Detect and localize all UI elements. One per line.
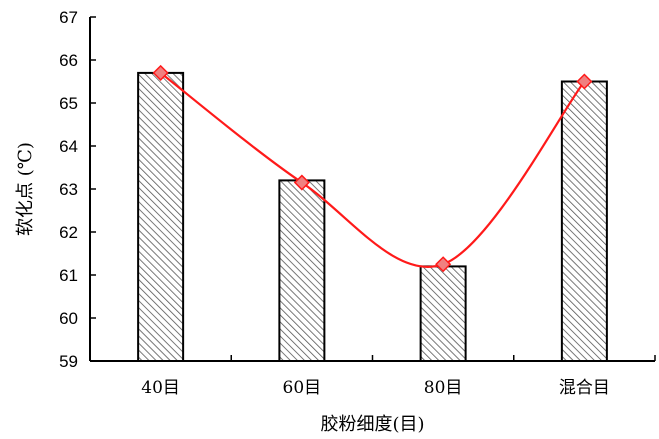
x-axis-title: 胶粉细度(目) xyxy=(320,414,424,435)
y-tick-label: 59 xyxy=(59,352,78,371)
y-axis-ticks: 59 60 61 62 63 64 65 66 67 xyxy=(59,8,96,371)
y-tick-label: 65 xyxy=(59,94,78,113)
bar xyxy=(137,71,185,363)
line-marker xyxy=(152,64,169,81)
x-tick-label: 60目 xyxy=(283,378,322,398)
line-marker xyxy=(576,73,593,90)
y-axis-title: 软化点 (℃) xyxy=(15,142,36,236)
y-tick-label: 63 xyxy=(59,180,78,199)
y-tick-label: 64 xyxy=(59,137,78,156)
bars xyxy=(137,71,608,363)
y-tick-label: 67 xyxy=(59,8,78,27)
line-marker xyxy=(435,256,452,273)
y-tick-label: 66 xyxy=(59,51,78,70)
axes xyxy=(89,17,656,362)
bar xyxy=(278,179,326,362)
line-marker xyxy=(293,174,310,191)
bar xyxy=(560,80,608,362)
trend-line xyxy=(159,72,586,268)
y-tick-label: 60 xyxy=(59,309,78,328)
bar xyxy=(419,265,467,362)
y-tick-label: 61 xyxy=(59,266,78,285)
x-tick-label: 40目 xyxy=(141,378,180,398)
markers xyxy=(152,64,593,273)
x-axis-tick-labels: 40目 60目 80目 混合目 xyxy=(141,378,610,398)
x-tick-label: 80目 xyxy=(424,378,463,398)
x-tick-label: 混合目 xyxy=(559,378,610,398)
y-tick-label: 62 xyxy=(59,223,78,242)
